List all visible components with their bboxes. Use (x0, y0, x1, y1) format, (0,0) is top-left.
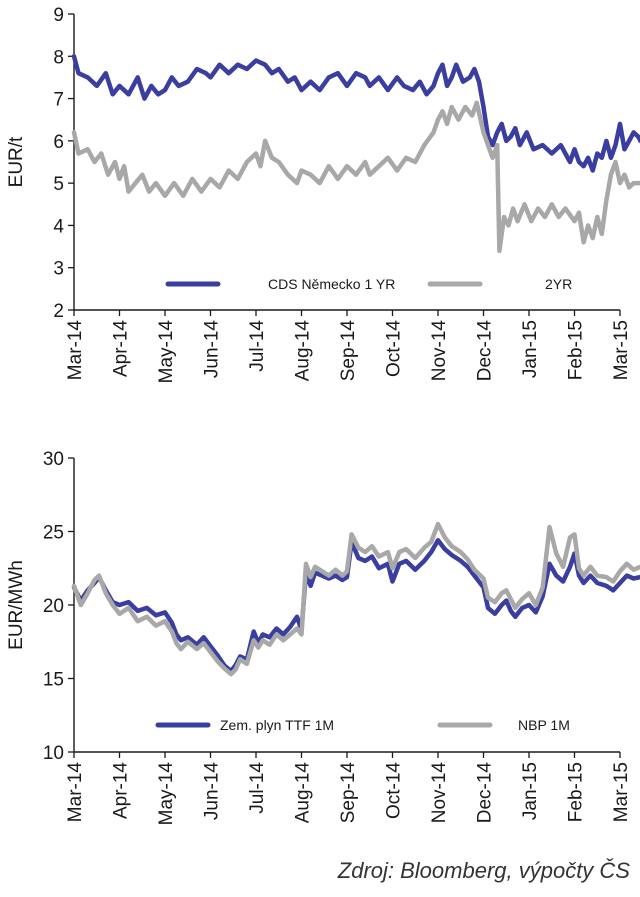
y-tick-label: 10 (43, 743, 64, 764)
x-tick-label: Apr-14 (111, 320, 132, 377)
legend-label: CDS Německo 1 YR (268, 276, 395, 292)
y-tick-label: 6 (53, 132, 64, 153)
series-line-2 (71, 100, 640, 254)
series-line-1 (71, 54, 640, 173)
x-tick-label: Nov-14 (429, 762, 450, 824)
legend-label: NBP 1M (518, 717, 570, 733)
y-tick-label: 7 (53, 90, 64, 111)
x-tick-label: Feb-15 (566, 762, 587, 822)
source-note: Zdroj: Bloomberg, výpočty ČS (337, 858, 630, 883)
series-line-2 (71, 521, 640, 677)
x-tick-label: May-14 (156, 762, 177, 826)
y-tick-label: 8 (53, 47, 64, 68)
x-tick-label: Jul-14 (247, 762, 268, 814)
x-tick-label: Jul-14 (247, 320, 268, 372)
x-tick-label: Jun-14 (202, 762, 223, 821)
x-tick-label: Dec-14 (475, 762, 496, 824)
x-tick-label: Jun-14 (202, 320, 223, 379)
x-tick-label: Aug-14 (293, 320, 314, 382)
x-tick-label: Mar-14 (65, 762, 86, 823)
y-tick-label: 25 (43, 523, 64, 544)
x-tick-label: Jan-15 (520, 762, 541, 820)
y-tick-label: 2 (53, 301, 64, 322)
x-tick-label: Sep-14 (338, 762, 359, 824)
y-tick-label: 20 (43, 596, 64, 617)
x-tick-label: May-14 (156, 320, 177, 384)
series-line-1 (71, 538, 640, 674)
x-tick-label: Mar-14 (65, 320, 86, 381)
y-tick-label: 3 (53, 259, 64, 280)
x-tick-label: Sep-14 (338, 320, 359, 382)
legend-label: 2YR (545, 276, 572, 292)
y-tick-label: 15 (43, 670, 64, 691)
y-axis-title: EUR/t (6, 136, 27, 187)
y-tick-label: 30 (43, 449, 64, 470)
y-tick-label: 9 (53, 5, 64, 26)
legend-label: Zem. plyn TTF 1M (220, 717, 334, 733)
y-axis-title: EUR/MWh (6, 560, 27, 650)
x-tick-label: Apr-14 (111, 762, 132, 819)
x-tick-label: Aug-14 (293, 762, 314, 824)
x-tick-label: Nov-14 (429, 320, 450, 382)
y-tick-label: 5 (53, 174, 64, 195)
x-tick-label: Dec-14 (475, 320, 496, 382)
x-tick-label: Mar-15 (611, 320, 632, 380)
x-tick-label: Mar-15 (611, 762, 632, 822)
y-tick-label: 4 (53, 216, 64, 237)
x-tick-label: Jan-15 (520, 320, 541, 378)
x-tick-label: Oct-14 (384, 762, 405, 819)
x-tick-label: Feb-15 (566, 320, 587, 380)
x-tick-label: Oct-14 (384, 320, 405, 377)
